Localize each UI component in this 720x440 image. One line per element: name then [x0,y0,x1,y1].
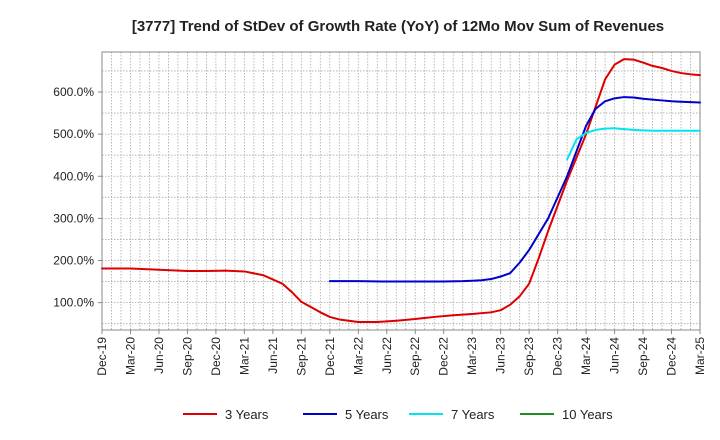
legend: 3 Years 5 Years 7 Years 10 Years [183,407,613,422]
x-tick-label: Dec-20 [209,337,223,376]
legend-label: 3 Years [225,407,269,422]
x-tick-label: Jun-22 [380,337,394,374]
grid [102,52,700,330]
x-tick-label: Dec-19 [95,337,109,376]
x-tick-label: Jun-21 [266,337,280,374]
chart-title: [3777] Trend of StDev of Growth Rate (Yo… [132,18,664,35]
y-tick-label: 500.0% [53,127,94,141]
y-tick-label: 400.0% [53,169,94,183]
y-tick-label: 100.0% [53,296,94,310]
x-tick-label: Mar-22 [351,337,365,375]
x-tick-label: Mar-24 [579,337,593,375]
x-tick-label: Jun-23 [494,337,508,374]
x-tick-label: Jun-24 [608,337,622,374]
plot-area [101,51,701,331]
legend-label: 5 Years [345,407,389,422]
y-tick-label: 300.0% [53,211,94,225]
series-line-5-years [328,96,701,283]
y-tick-label: 600.0% [53,85,94,99]
y-tick-label: 200.0% [53,254,94,268]
x-tick-label: Mar-25 [693,337,707,375]
x-tick-label: Sep-22 [408,337,422,376]
x-tick-label: Mar-20 [123,337,137,375]
legend-label: 7 Years [451,407,495,422]
x-tick-label: Mar-23 [465,337,479,375]
series-line-7-years [566,127,701,161]
series-line-3-years [101,58,701,323]
legend-label: 10 Years [562,407,613,422]
x-tick-label: Sep-20 [180,337,194,376]
x-tick-label: Mar-21 [237,337,251,375]
x-tick-label: Sep-24 [636,337,650,376]
x-tick-label: Sep-21 [294,337,308,376]
series-group [101,58,701,323]
x-tick-label: Dec-21 [323,337,337,376]
x-tick-label: Dec-22 [437,337,451,376]
x-tick-label: Sep-23 [522,337,536,376]
x-tick-label: Dec-24 [665,337,679,376]
x-tick-label: Jun-20 [152,337,166,374]
x-axis: Dec-19 Mar-20 Jun-20 Sep-20 Dec-20 Mar-21 Jun-… [95,330,707,376]
y-axis: 100.0% 200.0% 300.0% 400.0% 500.0% 600.0% [53,85,102,310]
x-tick-label: Dec-23 [551,337,565,376]
